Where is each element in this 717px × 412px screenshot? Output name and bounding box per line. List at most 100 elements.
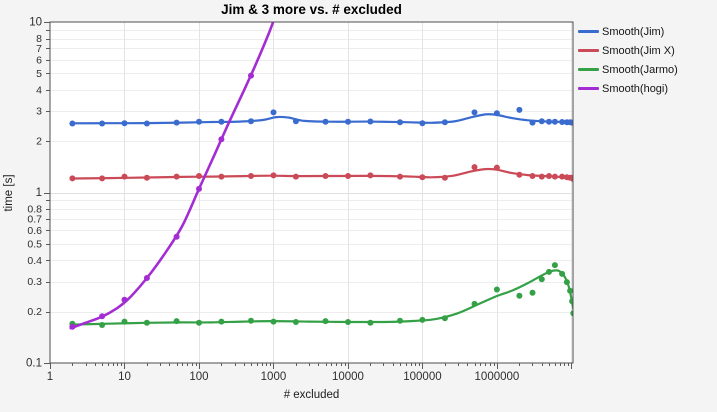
data-point[interactable] — [99, 120, 106, 127]
legend-item-smooth-hogi-[interactable]: Smooth(hogi) — [578, 79, 678, 98]
data-point[interactable] — [121, 318, 128, 325]
data-point[interactable] — [345, 118, 351, 125]
data-point[interactable] — [292, 173, 299, 180]
data-point[interactable] — [173, 318, 180, 325]
plot-frame — [49, 21, 574, 364]
data-point[interactable] — [173, 173, 180, 180]
data-point[interactable] — [516, 106, 523, 113]
data-point[interactable] — [546, 268, 552, 275]
data-point[interactable] — [546, 173, 552, 179]
legend: Smooth(Jim) Smooth(Jim X) Smooth(Jarmo) Smo… — [578, 22, 678, 98]
data-point[interactable] — [322, 118, 329, 125]
data-point[interactable] — [69, 175, 76, 182]
data-point[interactable] — [270, 172, 277, 179]
data-point[interactable] — [367, 172, 374, 179]
data-point[interactable] — [121, 296, 128, 303]
data-point[interactable] — [270, 109, 277, 116]
legend-item-smooth-jim-x-[interactable]: Smooth(Jim X) — [578, 41, 678, 60]
data-point[interactable] — [570, 119, 576, 126]
data-point[interactable] — [397, 119, 403, 126]
data-point[interactable] — [218, 173, 225, 180]
smooth-line[interactable] — [69, 0, 282, 330]
data-point[interactable] — [441, 119, 448, 126]
data-point[interactable] — [559, 119, 566, 125]
y-tick-label: 2 — [36, 136, 42, 148]
data-point[interactable] — [99, 313, 106, 320]
smooth-line[interactable] — [71, 167, 573, 180]
data-point[interactable] — [419, 174, 426, 181]
y-tick-label: 0.7 — [27, 213, 42, 225]
data-point[interactable] — [538, 276, 545, 283]
data-point[interactable] — [248, 317, 254, 324]
data-point[interactable] — [69, 120, 76, 127]
data-point[interactable] — [292, 319, 299, 325]
data-point[interactable] — [570, 310, 576, 317]
data-point[interactable] — [551, 118, 558, 125]
data-point[interactable] — [529, 173, 536, 179]
data-point[interactable] — [345, 173, 351, 179]
data-point[interactable] — [493, 164, 500, 171]
data-point[interactable] — [322, 173, 329, 179]
data-point[interactable] — [248, 72, 254, 79]
data-point[interactable] — [69, 323, 76, 330]
data-point[interactable] — [143, 174, 150, 181]
data-point[interactable] — [397, 317, 403, 324]
plot-area[interactable] — [50, 22, 573, 363]
data-point[interactable] — [551, 262, 558, 269]
data-point[interactable] — [441, 174, 448, 181]
series-smooth-jim-x- — [69, 164, 576, 182]
data-point[interactable] — [143, 120, 150, 127]
data-point[interactable] — [441, 315, 448, 322]
x-axis-title: # excluded — [283, 389, 340, 401]
data-point[interactable] — [173, 233, 180, 240]
data-point[interactable] — [471, 109, 478, 116]
data-point[interactable] — [143, 275, 150, 281]
data-point[interactable] — [570, 176, 576, 182]
data-point[interactable] — [196, 319, 202, 326]
data-point[interactable] — [551, 173, 558, 180]
legend-item-smooth-jarmo-[interactable]: Smooth(Jarmo) — [578, 60, 678, 79]
data-point[interactable] — [493, 110, 500, 117]
data-point[interactable] — [367, 319, 374, 326]
data-point[interactable] — [529, 119, 536, 126]
data-point[interactable] — [218, 318, 225, 325]
data-point[interactable] — [121, 173, 128, 180]
data-point[interactable] — [218, 118, 225, 125]
data-point[interactable] — [546, 118, 552, 125]
legend-line-swatch — [578, 68, 599, 71]
data-point[interactable] — [516, 171, 523, 178]
chart-title: Jim & 3 more vs. # excluded — [221, 2, 402, 17]
data-point[interactable] — [569, 298, 575, 305]
data-point[interactable] — [248, 173, 254, 179]
data-point[interactable] — [567, 287, 573, 294]
data-point[interactable] — [397, 173, 403, 180]
data-point[interactable] — [559, 270, 566, 277]
data-point[interactable] — [121, 120, 128, 127]
data-point[interactable] — [218, 136, 225, 143]
data-point[interactable] — [538, 173, 545, 180]
data-point[interactable] — [196, 118, 202, 125]
data-point[interactable] — [529, 289, 536, 296]
data-point[interactable] — [563, 279, 570, 286]
data-point[interactable] — [270, 318, 277, 325]
data-point[interactable] — [196, 185, 202, 192]
data-point[interactable] — [143, 319, 150, 326]
data-point[interactable] — [559, 173, 566, 180]
data-point[interactable] — [419, 120, 426, 127]
data-point[interactable] — [196, 173, 202, 179]
data-point[interactable] — [471, 300, 478, 307]
data-point[interactable] — [538, 118, 545, 125]
data-point[interactable] — [173, 119, 180, 126]
data-point[interactable] — [292, 118, 299, 125]
data-point[interactable] — [419, 316, 426, 323]
data-point[interactable] — [471, 164, 478, 171]
data-point[interactable] — [248, 118, 254, 125]
legend-item-smooth-jim-[interactable]: Smooth(Jim) — [578, 22, 678, 41]
data-point[interactable] — [516, 292, 523, 299]
data-point[interactable] — [322, 318, 329, 325]
data-point[interactable] — [493, 286, 500, 293]
data-point[interactable] — [99, 322, 106, 328]
data-point[interactable] — [99, 175, 106, 182]
data-point[interactable] — [345, 319, 351, 325]
data-point[interactable] — [367, 118, 374, 125]
